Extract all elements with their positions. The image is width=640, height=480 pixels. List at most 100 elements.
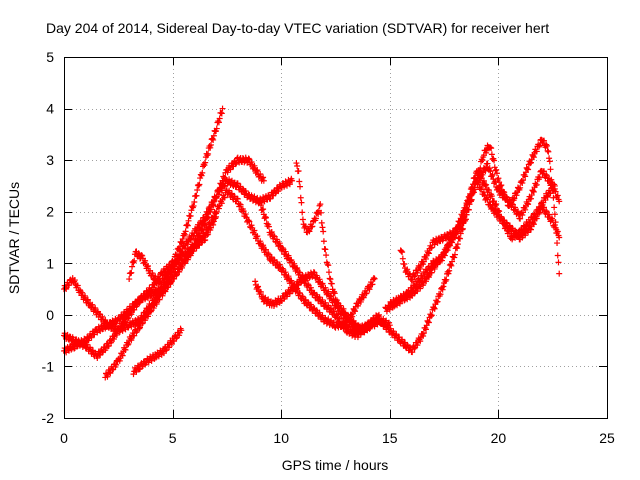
data-point bbox=[213, 125, 220, 132]
data-point bbox=[344, 311, 351, 318]
data-point bbox=[173, 272, 180, 279]
data-point bbox=[485, 187, 492, 194]
data-point bbox=[323, 252, 330, 259]
data-point bbox=[438, 257, 445, 264]
data-point bbox=[433, 259, 440, 266]
data-point bbox=[218, 182, 225, 189]
data-point bbox=[360, 293, 367, 300]
data-point bbox=[85, 337, 92, 344]
data-point bbox=[234, 195, 241, 202]
data-point bbox=[126, 276, 133, 283]
series-trace-9 bbox=[256, 178, 563, 356]
y-tick-label: 3 bbox=[46, 152, 54, 168]
data-point bbox=[555, 259, 562, 266]
y-tick-label: 0 bbox=[46, 307, 54, 323]
data-point bbox=[316, 276, 323, 283]
data-point bbox=[109, 366, 116, 373]
data-point bbox=[454, 245, 461, 252]
data-point bbox=[370, 275, 377, 282]
data-point bbox=[131, 257, 138, 264]
data-point bbox=[417, 265, 424, 272]
data-point bbox=[262, 214, 269, 221]
data-point bbox=[268, 229, 275, 236]
x-tick-label: 15 bbox=[382, 430, 398, 446]
data-point bbox=[527, 226, 534, 233]
data-point bbox=[139, 320, 146, 327]
data-point bbox=[554, 240, 561, 247]
x-tick-label: 5 bbox=[169, 430, 177, 446]
data-point bbox=[530, 154, 537, 161]
data-point bbox=[491, 157, 498, 164]
data-point bbox=[184, 222, 191, 229]
data-point bbox=[255, 283, 262, 290]
data-point bbox=[186, 235, 193, 242]
data-point bbox=[216, 115, 223, 122]
data-point bbox=[425, 274, 432, 281]
data-point bbox=[176, 268, 183, 275]
data-point bbox=[322, 284, 329, 291]
x-tick-label: 0 bbox=[60, 430, 68, 446]
data-point bbox=[128, 307, 135, 314]
data-point bbox=[128, 337, 135, 344]
data-point bbox=[336, 315, 343, 322]
data-point bbox=[519, 180, 526, 187]
data-point bbox=[108, 322, 115, 329]
data-point bbox=[150, 305, 157, 312]
data-marks bbox=[61, 105, 563, 381]
x-tick-label: 25 bbox=[599, 430, 615, 446]
data-point bbox=[552, 219, 559, 226]
data-point bbox=[369, 281, 376, 288]
data-point bbox=[423, 326, 429, 333]
data-point bbox=[84, 296, 91, 303]
data-point bbox=[119, 315, 126, 322]
data-point bbox=[409, 287, 416, 294]
data-point bbox=[451, 251, 458, 258]
data-point bbox=[414, 342, 421, 349]
data-point bbox=[537, 205, 544, 212]
data-point bbox=[511, 195, 518, 202]
data-point bbox=[270, 232, 277, 239]
series-trace-5 bbox=[130, 325, 185, 378]
data-point bbox=[480, 177, 487, 184]
data-point bbox=[493, 201, 500, 208]
data-point bbox=[366, 286, 373, 293]
data-point bbox=[262, 246, 269, 253]
data-point bbox=[254, 284, 261, 291]
data-point bbox=[195, 182, 202, 189]
data-point bbox=[331, 308, 338, 315]
data-point bbox=[488, 145, 495, 152]
data-point bbox=[454, 229, 461, 236]
data-point bbox=[477, 165, 484, 172]
data-point bbox=[515, 185, 522, 192]
data-point bbox=[205, 150, 212, 157]
data-point bbox=[210, 198, 217, 205]
data-point bbox=[517, 184, 524, 191]
data-point bbox=[483, 149, 490, 156]
data-point bbox=[299, 209, 306, 216]
data-point bbox=[209, 135, 216, 142]
data-point bbox=[327, 276, 334, 283]
data-point bbox=[190, 202, 197, 209]
data-point bbox=[257, 170, 264, 177]
data-point bbox=[168, 269, 175, 276]
data-point bbox=[545, 148, 552, 155]
data-point bbox=[318, 281, 325, 288]
data-point bbox=[482, 182, 489, 189]
data-point bbox=[198, 172, 205, 179]
data-point bbox=[165, 344, 172, 351]
data-point bbox=[451, 234, 458, 241]
data-point bbox=[425, 249, 432, 256]
data-point bbox=[136, 325, 143, 332]
data-point bbox=[242, 211, 249, 218]
data-point bbox=[508, 201, 515, 208]
data-point bbox=[469, 185, 476, 192]
data-point bbox=[488, 173, 495, 180]
data-point bbox=[68, 346, 75, 353]
data-point bbox=[254, 194, 261, 201]
data-point bbox=[556, 234, 563, 241]
data-point bbox=[187, 237, 194, 244]
data-point bbox=[542, 197, 549, 204]
data-point bbox=[88, 334, 95, 341]
data-point bbox=[179, 264, 186, 271]
data-point bbox=[478, 185, 485, 192]
